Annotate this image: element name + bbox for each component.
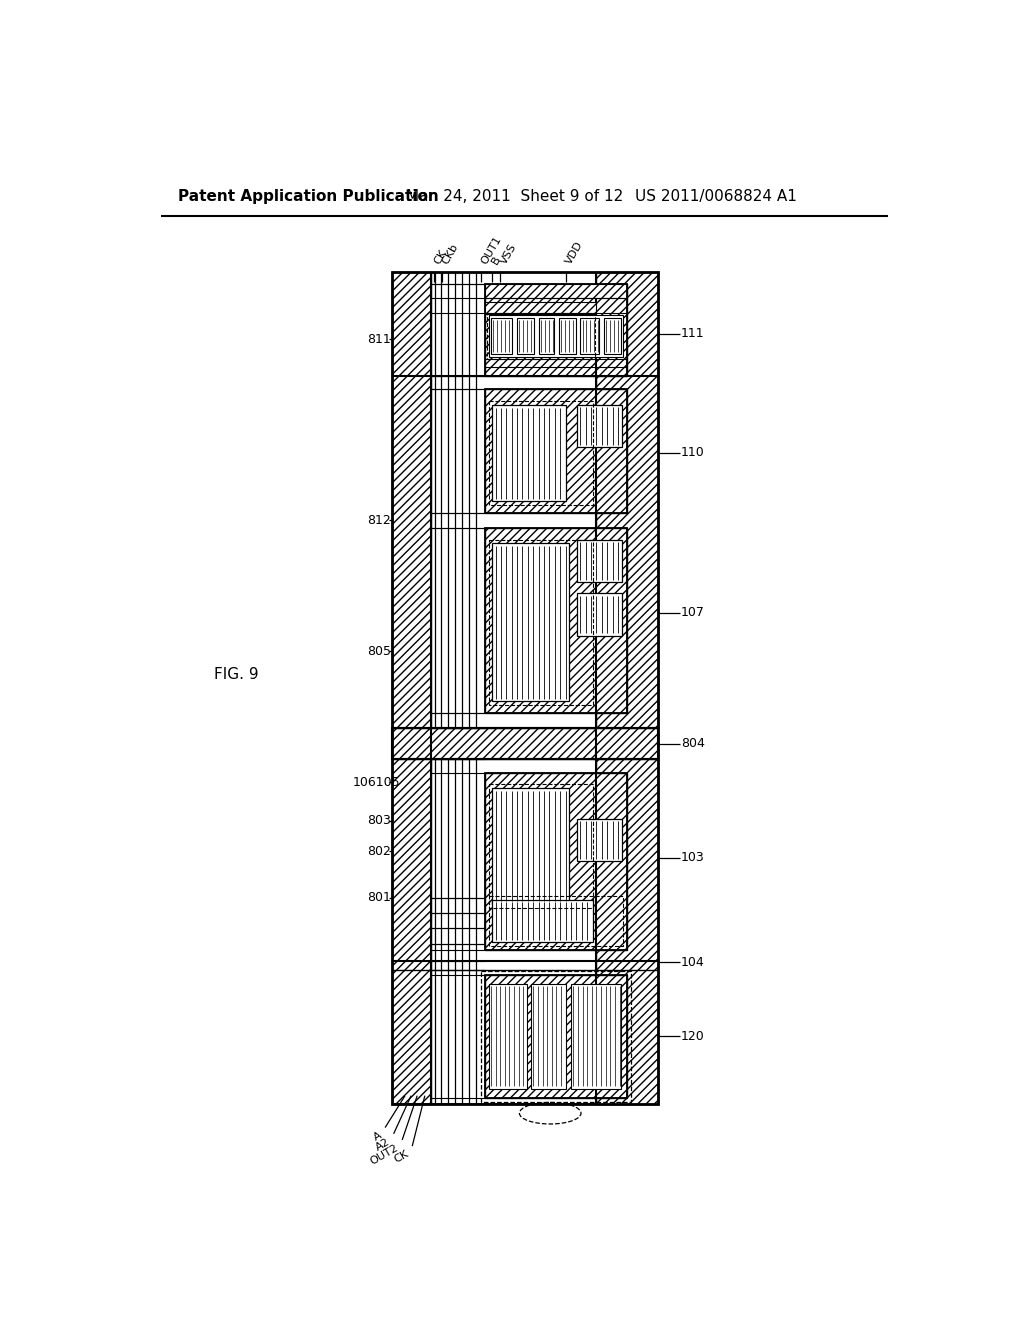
Bar: [493, 405, 565, 502]
Text: Patent Application Publication: Patent Application Publication: [178, 189, 439, 205]
Bar: [484, 774, 628, 950]
Bar: [484, 774, 628, 950]
Bar: [484, 389, 628, 512]
Text: OUT1: OUT1: [479, 235, 504, 267]
Text: A2: A2: [374, 1137, 391, 1152]
Text: 811: 811: [367, 333, 391, 346]
Text: 804: 804: [681, 737, 705, 750]
Bar: [487, 313, 595, 359]
Text: CK: CK: [432, 248, 449, 267]
Bar: [604, 318, 621, 354]
Bar: [484, 389, 628, 512]
Bar: [493, 900, 593, 942]
Bar: [488, 896, 624, 946]
Bar: [392, 729, 658, 759]
Bar: [484, 284, 628, 376]
Text: OUT2: OUT2: [369, 1142, 400, 1167]
Bar: [578, 405, 622, 447]
Bar: [578, 818, 622, 862]
Bar: [392, 272, 658, 1104]
Bar: [517, 318, 535, 354]
Bar: [493, 544, 569, 701]
Text: VDD: VDD: [564, 240, 585, 267]
Text: B: B: [490, 255, 503, 267]
Text: 104: 104: [681, 956, 705, 969]
Text: 107: 107: [681, 606, 705, 619]
Bar: [596, 272, 658, 1104]
Bar: [484, 284, 628, 298]
Bar: [484, 974, 628, 1098]
Bar: [481, 970, 631, 1102]
Bar: [581, 318, 599, 354]
Text: Mar. 24, 2011  Sheet 9 of 12: Mar. 24, 2011 Sheet 9 of 12: [407, 189, 624, 205]
Bar: [578, 540, 622, 582]
Text: 110: 110: [681, 446, 705, 459]
Text: 805: 805: [367, 644, 391, 657]
Bar: [578, 594, 622, 636]
Text: CKb: CKb: [440, 242, 460, 267]
Text: 803: 803: [367, 814, 391, 828]
Bar: [484, 974, 628, 1098]
Text: 120: 120: [681, 1030, 705, 1043]
Bar: [484, 528, 628, 713]
Text: 111: 111: [681, 327, 705, 341]
Text: US 2011/0068824 A1: US 2011/0068824 A1: [635, 189, 797, 205]
Text: 802: 802: [367, 845, 391, 858]
Bar: [493, 788, 569, 904]
Bar: [531, 983, 565, 1089]
Bar: [484, 284, 628, 376]
Text: FIG. 9: FIG. 9: [214, 667, 258, 682]
Bar: [392, 272, 431, 1104]
Bar: [490, 318, 512, 354]
Bar: [488, 314, 624, 358]
Bar: [488, 983, 527, 1089]
Bar: [488, 784, 593, 908]
Bar: [488, 540, 593, 705]
Bar: [484, 302, 596, 314]
Text: 106105: 106105: [353, 776, 400, 788]
Text: 812: 812: [367, 513, 391, 527]
Text: CK: CK: [392, 1148, 410, 1164]
Bar: [488, 401, 593, 506]
Bar: [484, 528, 628, 713]
Text: A: A: [372, 1130, 383, 1143]
Text: 801: 801: [367, 891, 391, 904]
Bar: [559, 318, 575, 354]
Bar: [392, 729, 658, 759]
Bar: [571, 983, 621, 1089]
Text: VSS: VSS: [499, 243, 518, 267]
Bar: [539, 318, 554, 354]
Text: 103: 103: [681, 851, 705, 865]
